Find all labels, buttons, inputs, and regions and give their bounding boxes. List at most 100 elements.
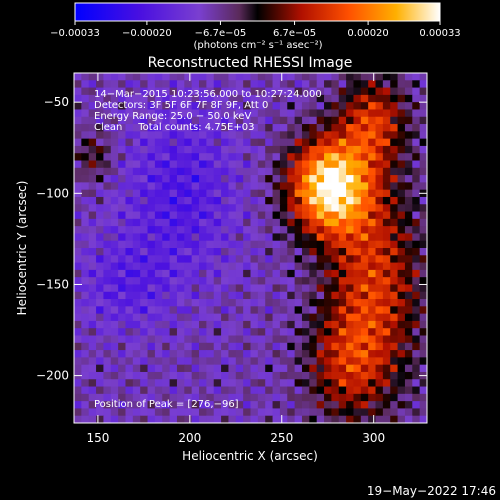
heatmap-cell (110, 218, 119, 227)
heatmap-cell (169, 342, 178, 351)
heatmap-cell (301, 196, 310, 205)
heatmap-cell (110, 401, 119, 410)
heatmap-cell (250, 291, 259, 300)
heatmap-cell (169, 218, 178, 227)
heatmap-cell (309, 102, 318, 111)
heatmap-cell (88, 313, 97, 322)
heatmap-cell (360, 145, 369, 154)
heatmap-cell (265, 80, 274, 89)
heatmap-cell (235, 277, 244, 286)
heatmap-cell (294, 415, 303, 423)
heatmap-cell (199, 299, 207, 307)
heatmap-cell (213, 153, 222, 162)
heatmap-cell (199, 277, 207, 286)
heatmap-cell (96, 189, 105, 198)
heatmap-cell (279, 306, 288, 315)
heatmap-cell (397, 277, 406, 286)
heatmap-cell (375, 211, 384, 220)
heatmap-cell (279, 379, 288, 388)
heatmap-cell (213, 211, 222, 220)
heatmap-cell (397, 408, 406, 417)
heatmap-cell (147, 269, 156, 278)
heatmap-cell (316, 262, 325, 271)
heatmap-cell (412, 350, 421, 358)
heatmap-cell (96, 102, 105, 111)
heatmap-cell (74, 87, 82, 96)
heatmap-cell (419, 116, 427, 125)
heatmap-cell (184, 167, 193, 176)
heatmap-cell (250, 218, 259, 227)
heatmap-cell (324, 248, 332, 256)
heatmap-cell (404, 408, 413, 417)
heatmap-cell (235, 87, 244, 96)
heatmap-cell (169, 175, 178, 183)
heatmap-cell (294, 269, 303, 278)
heatmap-cell (265, 313, 274, 322)
heatmap-cell (243, 145, 252, 154)
heatmap-cell (375, 320, 384, 329)
heatmap-cell (368, 226, 377, 235)
heatmap-cell (191, 255, 200, 264)
heatmap-cell (103, 320, 112, 329)
heatmap-cell (257, 233, 266, 242)
heatmap-cell (169, 269, 178, 278)
heatmap-cell (176, 226, 185, 235)
heatmap-cell (250, 87, 259, 96)
heatmap-cell (132, 80, 141, 89)
heatmap-cell (206, 357, 215, 366)
heatmap-cell (360, 124, 369, 132)
heatmap-cell (191, 87, 200, 96)
heatmap-cell (412, 320, 421, 329)
heatmap-cell (257, 350, 266, 358)
heatmap-cell (125, 262, 134, 271)
heatmap-cell (390, 255, 399, 264)
heatmap-cell (390, 109, 399, 118)
heatmap-cell (206, 196, 215, 205)
heatmap-cell (404, 240, 413, 249)
heatmap-cell (88, 364, 97, 373)
heatmap-cell (294, 175, 303, 183)
heatmap-cell (154, 218, 163, 227)
heatmap-cell (375, 131, 384, 140)
heatmap-cell (140, 233, 149, 242)
heatmap-cell (279, 175, 288, 183)
heatmap-cell (404, 284, 413, 293)
heatmap-cell (118, 160, 127, 169)
heatmap-cell (390, 342, 399, 351)
heatmap-cell (235, 124, 244, 132)
heatmap-cell (375, 415, 384, 423)
heatmap-cell (81, 240, 90, 249)
heatmap-cell (279, 313, 288, 322)
heatmap-cell (279, 116, 288, 125)
heatmap-cell (74, 401, 82, 410)
heatmap-cell (265, 262, 274, 271)
heatmap-cell (243, 87, 252, 96)
heatmap-cell (74, 109, 82, 118)
heatmap-cell (368, 138, 377, 147)
heatmap-cell (250, 233, 259, 242)
heatmap-cell (368, 189, 377, 198)
heatmap-cell (412, 313, 421, 322)
heatmap-cell (324, 80, 332, 89)
heatmap-cell (316, 401, 325, 410)
heatmap-cell (419, 73, 427, 81)
heatmap-cell (294, 306, 303, 315)
heatmap-cell (213, 379, 222, 388)
heatmap-cell (338, 401, 347, 410)
heatmap-cell (184, 218, 193, 227)
heatmap-cell (147, 401, 156, 410)
heatmap-cell (147, 233, 156, 242)
heatmap-cell (331, 102, 340, 111)
heatmap-cell (265, 255, 274, 264)
heatmap-cell (140, 415, 149, 423)
heatmap-cell (316, 109, 325, 118)
heatmap-cell (228, 87, 237, 96)
heatmap-cell (184, 182, 193, 191)
heatmap-cell (96, 153, 105, 162)
heatmap-cell (257, 379, 266, 388)
heatmap-cell (154, 328, 163, 337)
heatmap-cell (176, 124, 185, 132)
heatmap-cell (221, 94, 230, 103)
heatmap-cell (162, 350, 171, 358)
heatmap-cell (154, 153, 163, 162)
